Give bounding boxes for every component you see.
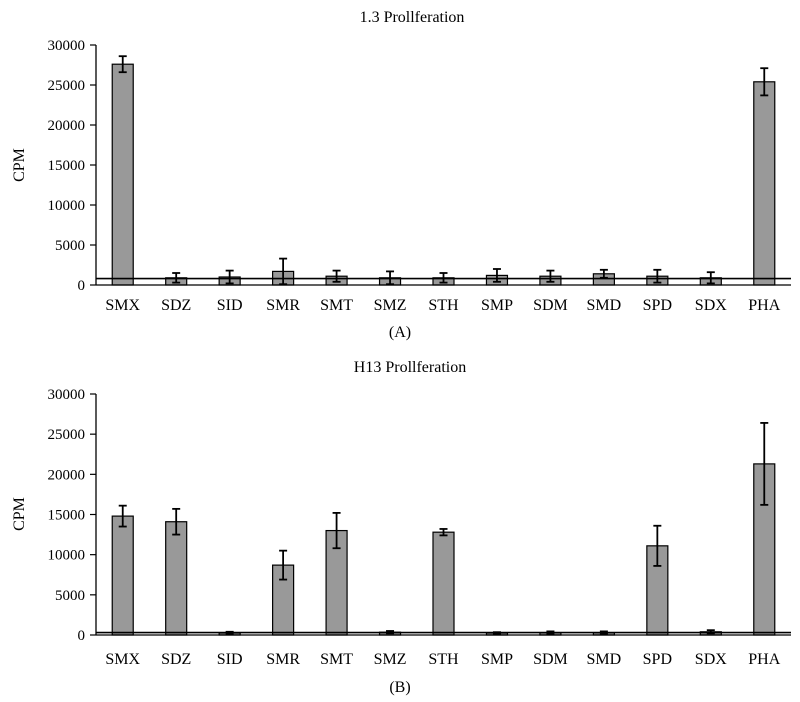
chart-a-category-label-sid: SID [217, 297, 243, 314]
chart-a-category-label-smr: SMR [266, 297, 300, 314]
chart-a-panel-label: (A) [389, 324, 411, 341]
chart-b-y-tick-label: 0 [78, 628, 86, 644]
chart-a-category-label-smt: SMT [320, 297, 353, 314]
chart-a-bar-smx [111, 63, 134, 286]
chart-b-y-tick-label: 5000 [55, 588, 85, 604]
chart-b-y-tick-label: 20000 [48, 467, 86, 483]
chart-a-y-tick-label: 30000 [48, 38, 86, 54]
chart-a-y-tick-label: 5000 [55, 238, 85, 254]
chart-a-category-label-sdz: SDZ [161, 297, 191, 314]
chart-a-y-tick-label: 15000 [48, 158, 86, 174]
chart-b-category-label-sdz: SDZ [161, 651, 191, 668]
chart-b-category-label-smx: SMX [105, 651, 140, 668]
chart-b-y-tick-label: 25000 [48, 427, 86, 443]
chart-b-panel-label: (B) [389, 679, 410, 696]
chart-b-title: H13 Prollferation [354, 359, 466, 376]
chart-a-y-axis-label: CPM [11, 148, 28, 182]
chart-a-bar-pha [753, 81, 776, 286]
chart-a-category-label-sth: STH [428, 297, 459, 314]
chart-a-category-label-smd: SMD [587, 297, 622, 314]
chart-b-category-label-sth: STH [428, 651, 459, 668]
chart-b-category-label-sdx: SDX [695, 651, 727, 668]
chart-b-bar-sth [432, 531, 455, 636]
chart-a-category-label-smp: SMP [481, 297, 513, 314]
chart-a-y-tick-label: 10000 [48, 198, 86, 214]
chart-a-title: 1.3 Prollferation [360, 9, 465, 26]
chart-a-category-label-spd: SPD [643, 297, 672, 314]
chart-a-category-label-pha: PHA [748, 297, 780, 314]
chart-a-y-tick-label: 25000 [48, 78, 86, 94]
chart-b-y-tick-label: 30000 [48, 387, 86, 403]
chart-a-y-tick-label: 20000 [48, 118, 86, 134]
chart-b-category-label-smd: SMD [587, 651, 622, 668]
chart-b-category-label-smt: SMT [320, 651, 353, 668]
chart-b-y-tick-label: 10000 [48, 548, 86, 564]
chart-b-category-label-sdm: SDM [533, 651, 568, 668]
chart-b-bar-smx [111, 515, 134, 636]
chart-a-y-tick-label: 0 [78, 278, 86, 294]
chart-a-category-label-sdx: SDX [695, 297, 727, 314]
chart-b-y-axis-label: CPM [11, 497, 28, 531]
chart-a-category-label-sdm: SDM [533, 297, 568, 314]
chart-a-category-label-smz: SMZ [374, 297, 407, 314]
chart-b-y-tick-label: 15000 [48, 508, 86, 524]
chart-b-category-label-sid: SID [217, 651, 243, 668]
chart-b-category-label-spd: SPD [643, 651, 672, 668]
chart-b-bar-sdz [165, 521, 188, 636]
chart-b-category-label-smr: SMR [266, 651, 300, 668]
chart-a-category-label-smx: SMX [105, 297, 140, 314]
chart-b-proliferation-h13: H13 Prollferation CPM (B) 0 5000 10000 1500… [11, 359, 791, 696]
chart-b-category-label-pha: PHA [748, 651, 780, 668]
chart-b-category-label-smz: SMZ [374, 651, 407, 668]
chart-a-proliferation-1-3: 1.3 Prollferation CPM (A) 0 5000 10000 1500… [11, 9, 791, 341]
chart-b-category-label-smp: SMP [481, 651, 513, 668]
